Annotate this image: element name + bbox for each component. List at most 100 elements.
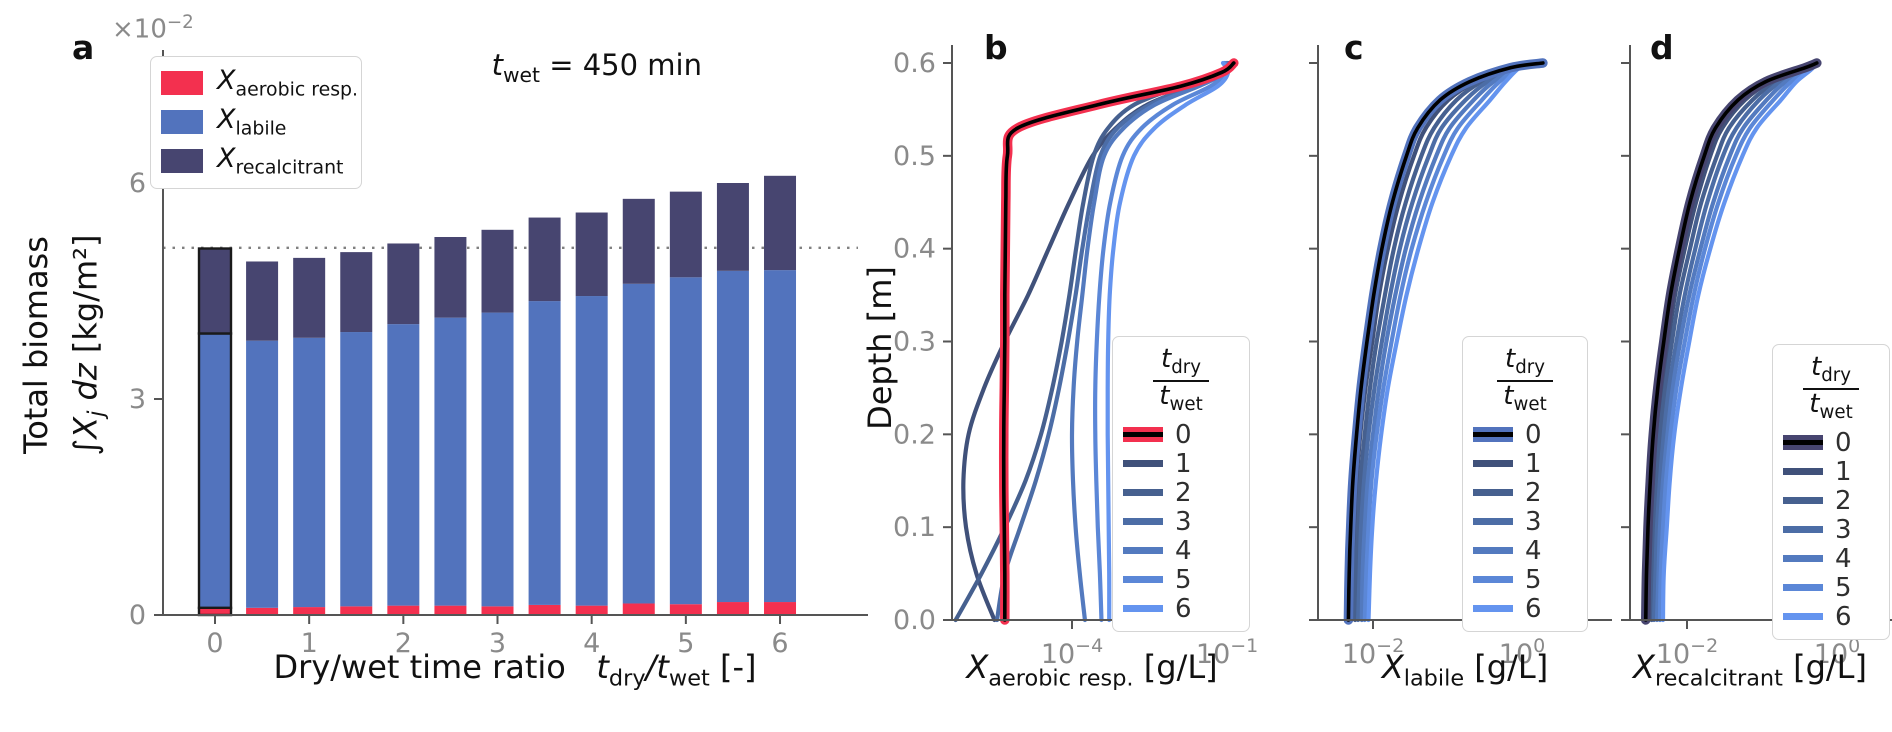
panel-b-xtick-label: 10−4	[1041, 635, 1103, 670]
panel-a-xtick-label: 5	[677, 628, 694, 659]
legend-entry-ratio-4: 4	[1473, 536, 1577, 566]
bar-segment-recalcitrant	[246, 261, 279, 341]
legend-swatch-aerobic	[161, 70, 203, 95]
legend-line-swatch-ratio-1	[1783, 468, 1823, 476]
bar-segment-labile	[387, 324, 420, 606]
bar-segment-recalcitrant	[340, 252, 373, 333]
legend-line-swatch-ratio-3	[1473, 518, 1513, 526]
panel-b-xlabel: Xaerobic resp. [g/L]	[966, 648, 1218, 692]
panel-c-xlabel: Xlabile [g/L]	[1381, 648, 1549, 692]
profile-curve-ratio3	[1356, 60, 1542, 623]
legend-entry-ratio-3: 3	[1783, 515, 1879, 545]
bar-segment-labile	[434, 317, 467, 606]
bar-segment-recalcitrant	[197, 247, 233, 335]
profile-curve-ratio6	[1105, 60, 1231, 623]
panel-a-ytick-label: 3	[129, 384, 146, 415]
legend-entry-ratio-4: 4	[1123, 535, 1239, 566]
bar-segment-labile	[669, 277, 702, 605]
legend-panel-a-entries: Xaerobic resp. Xlabile Xrecalcitrant	[161, 63, 358, 180]
bar-segment-aerobic	[764, 602, 797, 615]
legend-label: 5	[1175, 564, 1192, 595]
legend-label: 4	[1175, 535, 1192, 566]
panel-a-annotation-twet: twet = 450 min	[491, 48, 702, 87]
profile-curve-ratio5	[1093, 60, 1230, 623]
legend-entry-ratio-0: 0	[1783, 427, 1879, 458]
bar-segment-labile	[481, 312, 514, 607]
panel-d-xtick-label: 10−2	[1656, 635, 1718, 670]
legend-label: 2	[1835, 485, 1852, 516]
panel-a-ytick-label: 6	[129, 168, 146, 199]
profile-curve-ratio3	[994, 60, 1231, 623]
legend-title-fraction: tdry twet	[1145, 344, 1217, 416]
legend-line-swatch-core	[1783, 440, 1823, 446]
legend-line-swatch-core	[1123, 432, 1163, 438]
bar-segment-recalcitrant	[716, 183, 749, 271]
panel-a-xtick-label: 4	[583, 628, 600, 659]
profile-curve-ratio4	[1359, 60, 1540, 623]
legend-line-swatch-ratio-4	[1473, 547, 1513, 555]
legend-entry-ratio-4: 4	[1783, 543, 1879, 574]
legend-entry-ratio-3: 3	[1123, 506, 1239, 537]
panel-a-xtick-label: 0	[206, 628, 223, 659]
legend-entry-ratio-5: 5	[1123, 564, 1239, 595]
legend-line-swatch-ratio-4	[1783, 555, 1823, 563]
bar-segment-aerobic	[434, 605, 467, 615]
legend-label: 1	[1525, 448, 1542, 479]
bar-segment-labile	[293, 337, 326, 608]
legend-label: 3	[1175, 506, 1192, 537]
legend-line-swatch-ratio-3	[1783, 526, 1823, 534]
bar-segment-labile	[716, 270, 749, 603]
panel-a-xtick-label: 3	[489, 628, 506, 659]
bar-segment-recalcitrant	[434, 237, 467, 318]
panel-a-axis-offset-label: ×10−2	[112, 12, 194, 45]
bar-segment-recalcitrant	[575, 212, 608, 297]
bar-segment-labile	[764, 270, 797, 603]
depth-axis-label: Depth [m]	[861, 266, 899, 430]
legend-line-swatch-ratio-4	[1123, 547, 1163, 555]
legend-entry-aerobic: Xaerobic resp.	[161, 63, 358, 102]
legend-label: 5	[1835, 572, 1852, 603]
panel-a-ylabel-line2: ∫Xj dz [kg/m²]	[66, 234, 110, 456]
panel-c-letter: c	[1344, 28, 1364, 67]
legend-label: 1	[1835, 456, 1852, 487]
bar-segment-aerobic	[669, 604, 702, 615]
legend-entry-ratio-1: 1	[1473, 448, 1577, 479]
legend-label: 0	[1835, 427, 1852, 458]
profile-curve-ratio3	[1651, 60, 1816, 623]
legend-line-swatch-ratio-5	[1783, 584, 1823, 592]
legend-label: 6	[1835, 601, 1852, 632]
panel-a-xtick-label: 6	[771, 628, 788, 659]
bar-segment-aerobic	[528, 604, 561, 615]
legend-panel-a: Xaerobic resp. Xlabile Xrecalcitrant	[150, 56, 362, 189]
legend-line-swatch-core	[1473, 432, 1513, 438]
profile-curve-ratio4	[1654, 60, 1816, 623]
profile-curve-ratio4	[1069, 60, 1231, 623]
legend-line-swatch-ratio-1	[1123, 460, 1163, 468]
legend-line-swatch-ratio-0	[1473, 427, 1513, 443]
legend-label: 4	[1835, 543, 1852, 574]
profile-curve-ratio0-core	[1346, 61, 1545, 622]
legend-line-swatch-ratio-1	[1473, 460, 1513, 468]
panel-b-ytick-label: 0.5	[893, 141, 936, 172]
profile-curve-ratio0-core	[1001, 61, 1236, 622]
bar-segment-aerobic	[293, 607, 326, 615]
legend-title-fraction: tdry twet	[1795, 352, 1867, 424]
bar-segment-labile	[575, 296, 608, 606]
bar-segment-aerobic	[716, 602, 749, 615]
legend-entry-ratio-2: 2	[1783, 485, 1879, 516]
legend-swatch-recalcitrant	[161, 148, 203, 173]
legend-entry-ratio-0: 0	[1123, 420, 1239, 450]
legend-line-swatch-ratio-2	[1123, 489, 1163, 497]
panel-d-xlabel: Xrecalcitrant [g/L]	[1633, 648, 1867, 692]
legend-label: 5	[1525, 564, 1542, 595]
panel-c-xtick-label: 100	[1499, 635, 1545, 670]
legend-label: 2	[1175, 477, 1192, 508]
legend-label: Xrecalcitrant	[217, 142, 344, 179]
bar-segment-recalcitrant	[481, 229, 514, 313]
panel-b-ytick-label: 0.1	[893, 512, 936, 543]
legend-label: 0	[1525, 419, 1542, 450]
